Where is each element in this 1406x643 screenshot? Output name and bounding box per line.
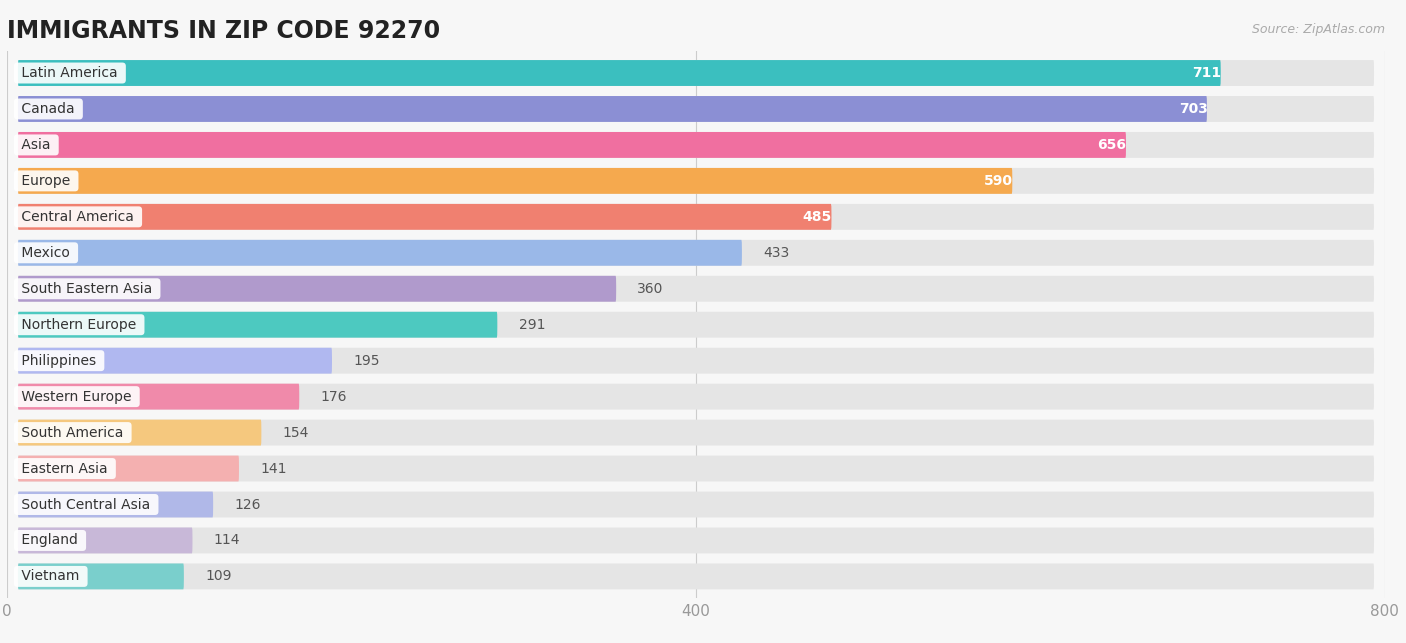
Text: 195: 195: [353, 354, 380, 368]
FancyBboxPatch shape: [18, 456, 239, 482]
Text: 360: 360: [637, 282, 664, 296]
Text: 711: 711: [1192, 66, 1222, 80]
FancyBboxPatch shape: [18, 240, 1374, 266]
FancyBboxPatch shape: [18, 527, 1374, 554]
FancyBboxPatch shape: [18, 240, 742, 266]
Text: 433: 433: [763, 246, 789, 260]
FancyBboxPatch shape: [18, 60, 1374, 86]
FancyBboxPatch shape: [18, 491, 214, 518]
FancyBboxPatch shape: [18, 527, 193, 554]
Text: 176: 176: [321, 390, 347, 404]
FancyBboxPatch shape: [18, 132, 1126, 158]
FancyBboxPatch shape: [18, 168, 1374, 194]
FancyBboxPatch shape: [18, 204, 1374, 230]
Text: Vietnam: Vietnam: [17, 570, 84, 583]
FancyBboxPatch shape: [18, 563, 184, 590]
FancyBboxPatch shape: [18, 348, 332, 374]
Text: South Central Asia: South Central Asia: [17, 498, 155, 511]
FancyBboxPatch shape: [18, 384, 299, 410]
Text: Europe: Europe: [17, 174, 75, 188]
FancyBboxPatch shape: [18, 276, 616, 302]
Text: 126: 126: [235, 498, 262, 511]
FancyBboxPatch shape: [18, 60, 1220, 86]
Text: England: England: [17, 534, 83, 547]
FancyBboxPatch shape: [18, 132, 1374, 158]
Text: Mexico: Mexico: [17, 246, 75, 260]
Text: Canada: Canada: [17, 102, 79, 116]
Text: Philippines: Philippines: [17, 354, 101, 368]
Text: Asia: Asia: [17, 138, 55, 152]
Text: 291: 291: [519, 318, 546, 332]
Text: Eastern Asia: Eastern Asia: [17, 462, 112, 476]
Text: South Eastern Asia: South Eastern Asia: [17, 282, 157, 296]
FancyBboxPatch shape: [18, 96, 1206, 122]
Text: 656: 656: [1098, 138, 1126, 152]
FancyBboxPatch shape: [18, 168, 1012, 194]
FancyBboxPatch shape: [18, 563, 1374, 590]
Text: South America: South America: [17, 426, 128, 440]
FancyBboxPatch shape: [18, 384, 1374, 410]
FancyBboxPatch shape: [18, 420, 1374, 446]
Text: 485: 485: [803, 210, 832, 224]
Text: Source: ZipAtlas.com: Source: ZipAtlas.com: [1251, 23, 1385, 35]
FancyBboxPatch shape: [18, 276, 1374, 302]
FancyBboxPatch shape: [18, 348, 1374, 374]
Text: 109: 109: [205, 570, 232, 583]
FancyBboxPatch shape: [18, 96, 1374, 122]
Text: 114: 114: [214, 534, 240, 547]
FancyBboxPatch shape: [18, 420, 262, 446]
Text: Latin America: Latin America: [17, 66, 122, 80]
Text: 154: 154: [283, 426, 309, 440]
FancyBboxPatch shape: [18, 456, 1374, 482]
Text: 141: 141: [260, 462, 287, 476]
Text: Western Europe: Western Europe: [17, 390, 136, 404]
FancyBboxPatch shape: [18, 312, 498, 338]
FancyBboxPatch shape: [18, 204, 831, 230]
FancyBboxPatch shape: [18, 312, 1374, 338]
Text: Northern Europe: Northern Europe: [17, 318, 141, 332]
Text: Central America: Central America: [17, 210, 139, 224]
Text: 703: 703: [1178, 102, 1208, 116]
FancyBboxPatch shape: [18, 491, 1374, 518]
Text: 590: 590: [984, 174, 1012, 188]
Text: IMMIGRANTS IN ZIP CODE 92270: IMMIGRANTS IN ZIP CODE 92270: [7, 19, 440, 42]
